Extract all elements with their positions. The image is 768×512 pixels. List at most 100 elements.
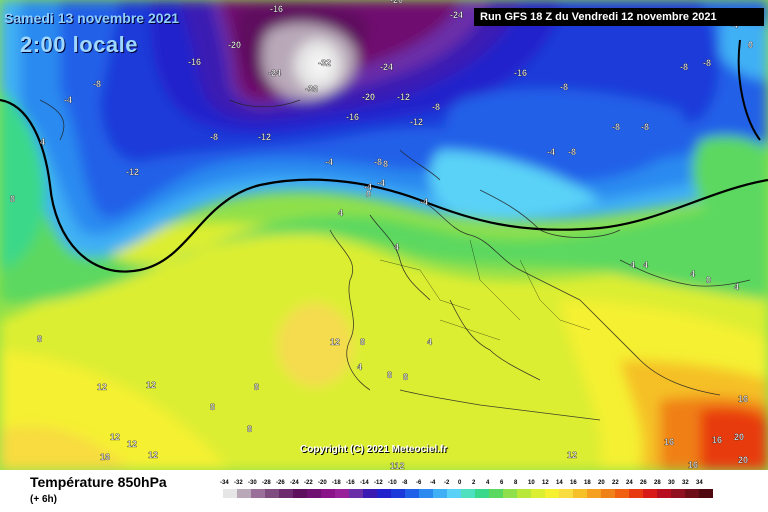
contour-label: -16 bbox=[270, 4, 283, 14]
scale-step: -10 bbox=[388, 480, 405, 498]
contour-label: 8 bbox=[10, 194, 15, 204]
scale-tick-label: 34 bbox=[696, 480, 703, 486]
contour-label: -4 bbox=[364, 182, 372, 192]
scale-step: 0 bbox=[458, 480, 475, 498]
scale-tick-label: -28 bbox=[262, 480, 271, 486]
scale-swatch bbox=[573, 489, 587, 498]
contour-label: 12 bbox=[330, 337, 340, 347]
contour-label: 8 bbox=[403, 372, 408, 382]
contour-label: -8 bbox=[568, 147, 576, 157]
scale-tick-label: 8 bbox=[514, 480, 518, 486]
scale-step: -6 bbox=[416, 480, 433, 498]
contour-label: 8 bbox=[210, 402, 215, 412]
scale-tick-label: -24 bbox=[290, 480, 299, 486]
temperature-map: -16 -20 -24 -20 -16 -24 -32 -36 -24 -20 -12 -8 -16 -1… bbox=[0, 0, 768, 470]
scale-step: 6 bbox=[500, 480, 517, 498]
contour-label: -4 bbox=[325, 157, 333, 167]
scale-tick-label: -30 bbox=[248, 480, 257, 486]
contour-label: 8 bbox=[247, 424, 252, 434]
scale-swatch bbox=[377, 489, 391, 498]
scale-tick-label: -20 bbox=[318, 480, 327, 486]
scale-step: 32 bbox=[682, 480, 699, 498]
contour-label: -4 bbox=[547, 147, 555, 157]
contour-labels: -16-20-24-20-16-24-32-36-24-20 -12-8-16 -1… bbox=[10, 0, 753, 470]
scale-step: 12 bbox=[542, 480, 559, 498]
contour-label: 12 bbox=[146, 380, 156, 390]
legend-bar: Température 850hPa (+ 6h) -34 -32 -30 -28 -2… bbox=[0, 470, 768, 512]
scale-swatch bbox=[643, 489, 657, 498]
scale-swatch bbox=[265, 489, 279, 498]
scale-step: 4 bbox=[486, 480, 503, 498]
contour-label: 4 bbox=[734, 282, 739, 292]
contour-label: -4 bbox=[64, 95, 72, 105]
contour-label: -20 bbox=[228, 40, 241, 50]
scale-tick-label: 16 bbox=[570, 480, 577, 486]
valid-time: 2:00 locale bbox=[20, 32, 139, 57]
contour-label: -20 bbox=[390, 0, 403, 5]
scale-step: -20 bbox=[318, 480, 335, 498]
scale-tick-label: -14 bbox=[360, 480, 369, 486]
temperature-field bbox=[0, 0, 768, 470]
scale-tick-label: -34 bbox=[220, 480, 229, 486]
contour-label: 16 bbox=[664, 437, 674, 447]
scale-swatch bbox=[517, 489, 531, 498]
scale-step: -8 bbox=[402, 480, 419, 498]
scale-tick-label: -16 bbox=[346, 480, 355, 486]
legend-title: Température 850hPa bbox=[30, 474, 167, 490]
scale-tick-label: -26 bbox=[276, 480, 285, 486]
contour-label: 8 bbox=[37, 334, 42, 344]
scale-swatch bbox=[447, 489, 461, 498]
scale-tick-label: 12 bbox=[542, 480, 549, 486]
scale-step: -12 bbox=[374, 480, 391, 498]
scale-step: 10 bbox=[528, 480, 545, 498]
contour-label: -16 bbox=[514, 68, 527, 78]
contour-label: 4 bbox=[630, 260, 635, 270]
scale-tick-label: 22 bbox=[612, 480, 619, 486]
scale-tick-label: -22 bbox=[304, 480, 313, 486]
contour-label: -8 bbox=[560, 82, 568, 92]
scale-step: 18 bbox=[584, 480, 601, 498]
scale-swatch bbox=[531, 489, 545, 498]
scale-tick-label: -10 bbox=[388, 480, 397, 486]
scale-step: 30 bbox=[668, 480, 685, 498]
run-banner: Run GFS 18 Z du Vendredi 12 novembre 202… bbox=[474, 8, 764, 26]
contour-label: -24 bbox=[450, 10, 463, 20]
scale-tick-label: 0 bbox=[458, 480, 462, 486]
contour-label: -8 bbox=[612, 122, 620, 132]
contour-label: 8 bbox=[254, 382, 259, 392]
contour-label: 8 bbox=[383, 159, 388, 169]
scale-tick-label: 10 bbox=[528, 480, 535, 486]
scale-swatch bbox=[433, 489, 447, 498]
scale-swatch bbox=[475, 489, 489, 498]
scale-swatch bbox=[391, 489, 405, 498]
scale-swatch bbox=[335, 489, 349, 498]
scale-tick-label: -2 bbox=[444, 480, 450, 486]
scale-tick-label: -18 bbox=[332, 480, 341, 486]
contour-label: 16 bbox=[738, 394, 748, 404]
scale-step: -14 bbox=[360, 480, 377, 498]
contour-label: 112 bbox=[390, 461, 405, 470]
scale-step: -4 bbox=[430, 480, 447, 498]
scale-tick-label: 30 bbox=[668, 480, 675, 486]
scale-swatch bbox=[321, 489, 335, 498]
contour-label: -8 bbox=[374, 157, 382, 167]
contour-label: -36 bbox=[305, 84, 318, 94]
scale-swatch bbox=[363, 489, 377, 498]
contour-label: -8 bbox=[210, 132, 218, 142]
contour-label: 8 bbox=[360, 337, 365, 347]
contour-label: -8 bbox=[680, 62, 688, 72]
scale-swatch bbox=[419, 489, 433, 498]
scale-swatch bbox=[671, 489, 685, 498]
contour-label: 12 bbox=[567, 450, 577, 460]
scale-swatch bbox=[601, 489, 615, 498]
scale-step: -26 bbox=[276, 480, 293, 498]
contour-label: -4 bbox=[377, 178, 385, 188]
scale-step: -16 bbox=[346, 480, 363, 498]
scale-tick-label: 2 bbox=[472, 480, 476, 486]
contour-label: 20 bbox=[738, 455, 748, 465]
scale-step: 22 bbox=[612, 480, 629, 498]
scale-tick-label: -4 bbox=[430, 480, 436, 486]
scale-step: -30 bbox=[248, 480, 265, 498]
contour-label: 12 bbox=[148, 450, 158, 460]
